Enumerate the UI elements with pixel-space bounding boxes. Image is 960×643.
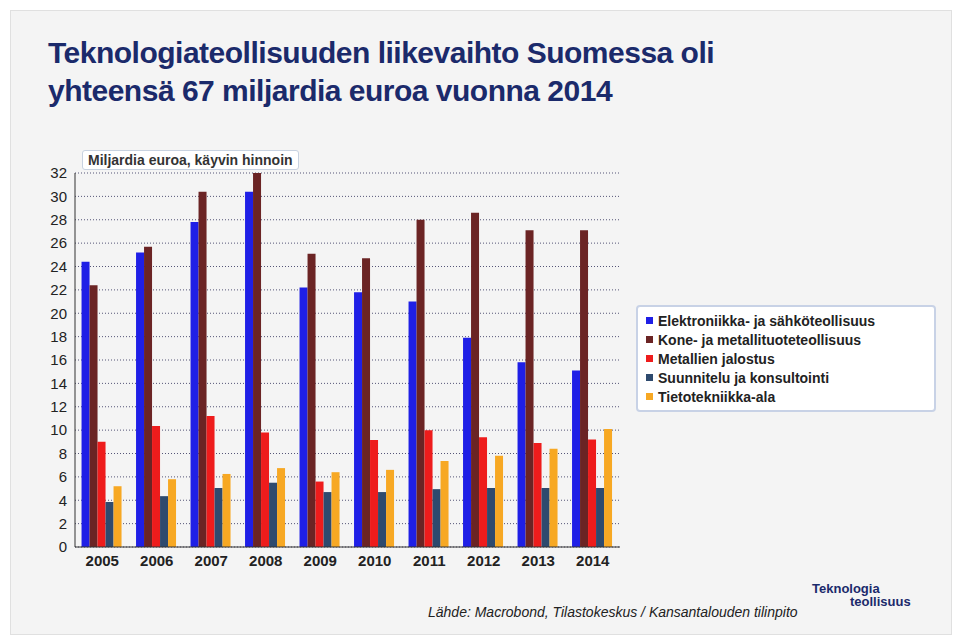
svg-text:30: 30	[50, 188, 67, 205]
svg-text:16: 16	[50, 351, 67, 368]
svg-text:2013: 2013	[522, 552, 555, 569]
svg-text:2014: 2014	[576, 552, 610, 569]
svg-text:10: 10	[50, 421, 67, 438]
svg-text:32: 32	[50, 164, 67, 181]
svg-text:2010: 2010	[358, 552, 391, 569]
svg-text:24: 24	[50, 258, 67, 275]
svg-text:2: 2	[59, 515, 67, 532]
html-text:Teknologiateollisuuden liikeva: Teknologiateollisuuden liikevaihto Suome…	[48, 36, 715, 107]
svg-text:2012: 2012	[467, 552, 500, 569]
svg-text:20: 20	[50, 305, 67, 322]
svg-text:2008: 2008	[249, 552, 282, 569]
html-text:Lähde: Macrobond, Tilastokesku: Lähde: Macrobond, Tilastokeskus / Kansan…	[428, 604, 798, 620]
svg-text:26: 26	[50, 234, 67, 251]
svg-text:2006: 2006	[140, 552, 173, 569]
svg-text:12: 12	[50, 398, 67, 415]
html-text:Kone- ja metallituoteteollisuu: Kone- ja metallituoteteollisuus	[658, 331, 861, 348]
svg-text:2005: 2005	[86, 552, 119, 569]
svg-text:22: 22	[50, 281, 67, 298]
svg-text:4: 4	[59, 492, 67, 509]
html-text:Miljardia euroa, käyvin hinnoi: Miljardia euroa, käyvin hinnoin	[88, 152, 293, 168]
html-text:Teknologia: Teknologia	[812, 581, 880, 596]
html-text:Metallien jalostus: Metallien jalostus	[658, 350, 775, 367]
html-text:teollisuus: teollisuus	[850, 594, 911, 609]
svg-text:2007: 2007	[195, 552, 228, 569]
svg-text:8: 8	[59, 445, 67, 462]
html-text:Suunnitelu ja konsultointi: Suunnitelu ja konsultointi	[658, 369, 830, 386]
svg-text:6: 6	[59, 468, 67, 485]
svg-text:0: 0	[59, 538, 67, 555]
svg-text:14: 14	[50, 375, 67, 392]
svg-text:2011: 2011	[413, 552, 446, 569]
html-text:Elektroniikka- ja sähköteollis: Elektroniikka- ja sähköteollisuus	[658, 312, 876, 329]
svg-text:28: 28	[50, 211, 67, 228]
html-text:Tietotekniikka-ala: Tietotekniikka-ala	[658, 388, 776, 405]
svg-text:18: 18	[50, 328, 67, 345]
svg-text:2009: 2009	[304, 552, 337, 569]
